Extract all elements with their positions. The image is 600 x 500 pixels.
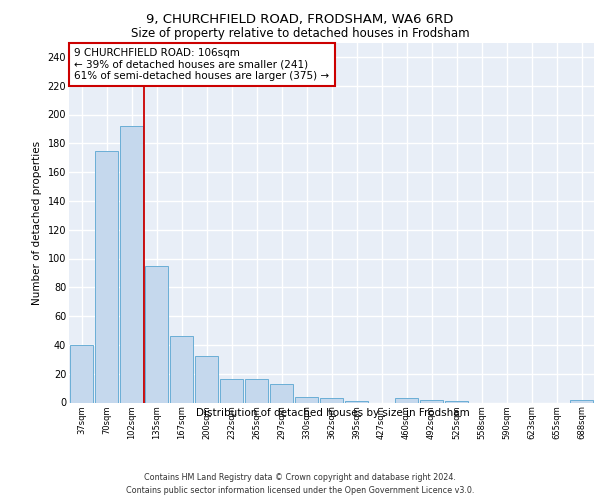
Text: 9, CHURCHFIELD ROAD, FRODSHAM, WA6 6RD: 9, CHURCHFIELD ROAD, FRODSHAM, WA6 6RD: [146, 12, 454, 26]
Bar: [445, 401, 469, 402]
Bar: [220, 380, 244, 402]
Text: Distribution of detached houses by size in Frodsham: Distribution of detached houses by size …: [196, 408, 470, 418]
Bar: [194, 356, 218, 403]
Bar: [395, 398, 418, 402]
Bar: [320, 398, 343, 402]
Bar: [119, 126, 143, 402]
Text: Size of property relative to detached houses in Frodsham: Size of property relative to detached ho…: [131, 28, 469, 40]
Bar: [245, 380, 268, 402]
Bar: [295, 396, 319, 402]
Text: 9 CHURCHFIELD ROAD: 106sqm
← 39% of detached houses are smaller (241)
61% of sem: 9 CHURCHFIELD ROAD: 106sqm ← 39% of deta…: [74, 48, 329, 81]
Bar: [344, 401, 368, 402]
Bar: [569, 400, 593, 402]
Y-axis label: Number of detached properties: Number of detached properties: [32, 140, 42, 304]
Bar: [70, 345, 94, 403]
Text: Contains public sector information licensed under the Open Government Licence v3: Contains public sector information licen…: [126, 486, 474, 495]
Bar: [95, 150, 118, 402]
Text: Contains HM Land Registry data © Crown copyright and database right 2024.: Contains HM Land Registry data © Crown c…: [144, 472, 456, 482]
Bar: [145, 266, 169, 402]
Bar: [170, 336, 193, 402]
Bar: [269, 384, 293, 402]
Bar: [419, 400, 443, 402]
